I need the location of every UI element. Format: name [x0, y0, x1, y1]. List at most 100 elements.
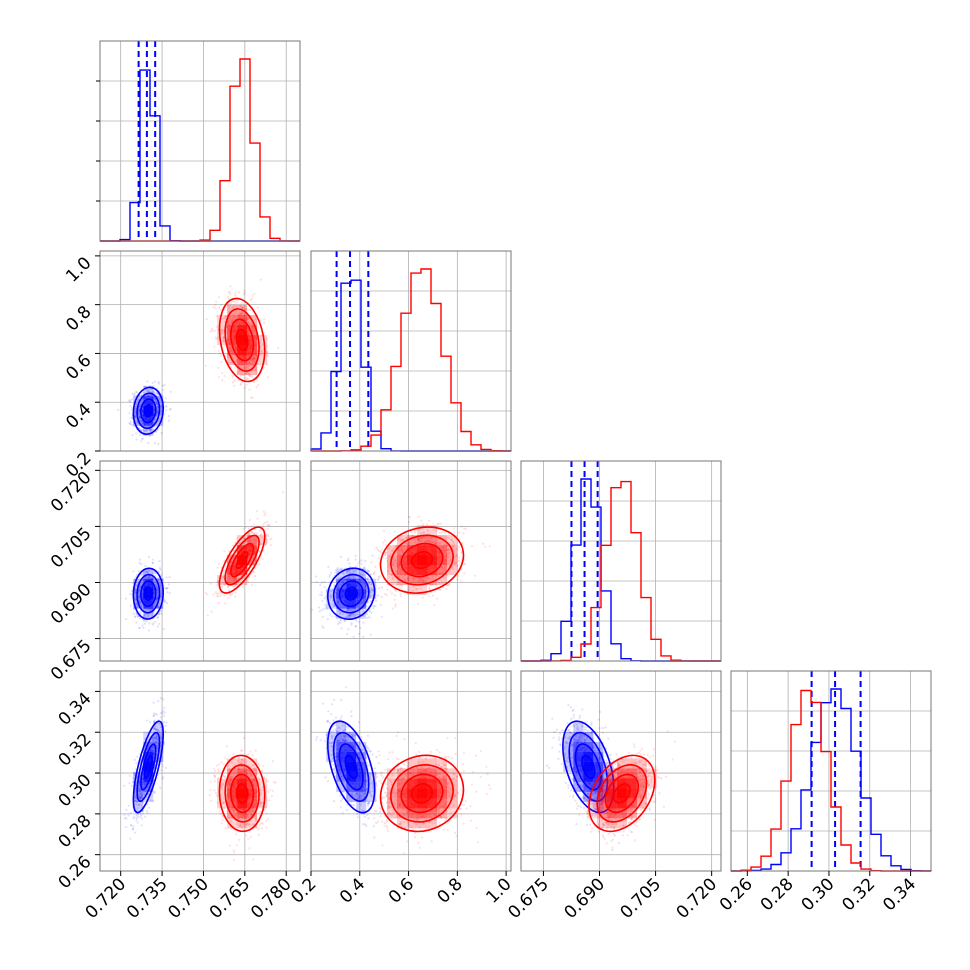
histogram-panel-0: [96, 40, 301, 242]
x-tick-label: 0.780: [247, 874, 296, 923]
contour-0-2: [136, 731, 161, 803]
scatter-panel-2-3: [520, 670, 722, 872]
contour-1-2: [390, 534, 454, 586]
y-tick-label: 0.705: [47, 524, 96, 573]
scatter-panel-0-2: [99, 460, 301, 662]
x-axis-3: 0.26 0.28 0.30 0.32 0.34: [716, 871, 920, 915]
contour-1-0: [235, 328, 249, 352]
contour-0-0: [143, 404, 153, 418]
x-axis-1: 0.2 0.4 0.6 0.8 1.0: [287, 871, 516, 908]
contour-1-0: [410, 551, 434, 570]
x-tick-label: 0.8: [434, 874, 467, 907]
contour-0-2: [568, 731, 609, 802]
y-axis-1: 0.20.40.60.81.0: [62, 253, 100, 482]
contour-1-3: [379, 526, 465, 594]
y-tick-label: 0.8: [62, 302, 95, 335]
contour-0-2: [332, 573, 370, 614]
contour-1-1: [400, 542, 444, 578]
contour-0-0: [581, 754, 596, 780]
x-tick-label: 0.34: [879, 874, 920, 915]
density-cells-0: [326, 568, 377, 619]
histogram-panel-3: [730, 670, 932, 872]
contour-1-3: [218, 526, 266, 594]
panel-frame: [310, 670, 512, 872]
contour-0-3: [326, 567, 376, 620]
contour-1-1: [400, 773, 444, 814]
contour-1-1: [230, 318, 255, 362]
contour-0-0: [143, 586, 153, 601]
contour-0-1: [338, 580, 364, 608]
panel-frame: [99, 670, 301, 872]
y-tick-label: 0.6: [62, 351, 95, 384]
y-tick-label: 0.675: [47, 636, 96, 685]
contour-0-1: [574, 743, 602, 791]
y-tick-label: 0.28: [55, 811, 96, 852]
y-tick-label: 0.690: [47, 580, 96, 629]
x-tick-label: 0.28: [757, 874, 798, 915]
scatter-panel-1-3: [310, 670, 512, 872]
scatter-panel-0-3: [99, 670, 301, 872]
panel-frame: [730, 670, 932, 872]
x-tick-label: 0.690: [560, 874, 609, 923]
x-tick-label: 0.720: [82, 874, 131, 923]
x-tick-label: 0.6: [385, 874, 418, 907]
contour-0-1: [140, 398, 157, 424]
y-tick-label: 0.30: [55, 770, 96, 811]
contour-0-3: [132, 567, 165, 620]
panel-frame: [99, 460, 301, 662]
y-axis-3: 0.260.280.300.320.34: [55, 689, 100, 893]
x-tick-label: 0.675: [504, 874, 553, 923]
contour-1-2: [596, 764, 648, 823]
contour-0-2: [136, 392, 161, 430]
contour-1-0: [235, 783, 249, 804]
x-tick-label: 0.735: [123, 874, 172, 923]
contour-1-1: [604, 773, 640, 814]
histogram-series-0: [731, 688, 932, 872]
x-tick-label: 0.750: [164, 874, 213, 923]
histogram-series-1: [730, 689, 931, 872]
x-tick-label: 0.705: [617, 874, 666, 923]
contour-1-3: [218, 297, 266, 383]
contour-1-2: [224, 764, 260, 823]
contour-1-1: [229, 542, 255, 578]
contour-1-0: [235, 551, 249, 570]
contour-0-2: [332, 731, 370, 802]
contour-0-0: [344, 754, 358, 780]
contour-1-3: [588, 754, 656, 833]
histogram-series-0: [100, 69, 300, 242]
x-axis-2: 0.675 0.690 0.705 0.720: [504, 871, 721, 923]
x-tick-label: 0.30: [798, 874, 839, 915]
contour-0-0: [344, 586, 358, 601]
contour-1-2: [224, 534, 260, 586]
x-tick-label: 0.4: [336, 874, 369, 907]
panel-frame: [99, 250, 301, 452]
histogram-panel-1: [310, 250, 512, 452]
contour-0-0: [143, 754, 153, 780]
panel-frame: [520, 670, 722, 872]
y-tick-label: 0.4: [62, 400, 95, 433]
contour-0-3: [562, 720, 615, 814]
histogram-series-1: [311, 268, 512, 452]
panel-frame: [310, 250, 512, 452]
histogram-panel-2: [520, 460, 722, 662]
y-tick-label: 1.0: [62, 253, 95, 286]
scatter-panel-1-2: [310, 460, 512, 662]
y-tick-label: 0.34: [55, 689, 96, 730]
contour-0-3: [132, 386, 165, 436]
y-tick-label: 0.26: [55, 852, 96, 893]
panel-frame: [310, 460, 512, 662]
density-cells-1: [217, 535, 268, 586]
contour-0-1: [338, 743, 364, 791]
x-tick-label: 0.26: [716, 874, 757, 915]
contour-1-2: [390, 764, 454, 823]
contour-1-3: [218, 754, 266, 833]
x-tick-label: 0.32: [838, 874, 879, 915]
y-tick-label: 0.32: [55, 730, 96, 771]
contour-1-1: [229, 773, 255, 814]
scatter-panel-0-1: [99, 250, 301, 452]
panel-frame: [99, 40, 301, 242]
